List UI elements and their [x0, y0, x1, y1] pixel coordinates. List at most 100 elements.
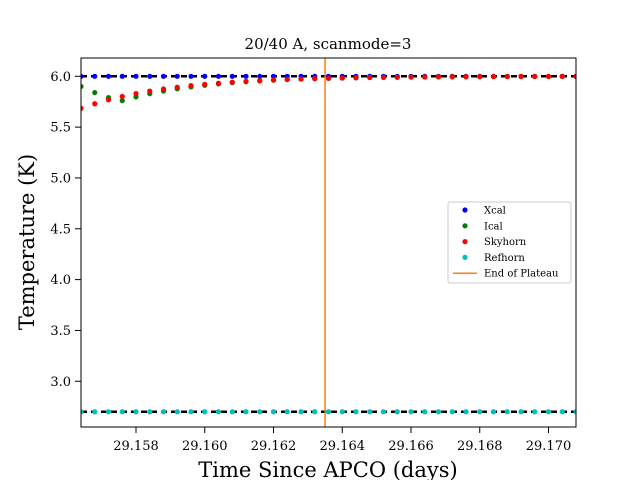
legend-label: Refhorn [484, 253, 525, 264]
data-point [81, 83, 84, 90]
data-point [257, 78, 263, 84]
data-point [298, 76, 304, 82]
data-point [435, 409, 442, 415]
data-point [119, 93, 125, 100]
data-point [573, 409, 576, 415]
legend-marker [462, 254, 468, 260]
data-point [105, 97, 112, 103]
data-point [463, 74, 469, 80]
data-point [339, 75, 345, 81]
data-point [92, 409, 98, 415]
data-point [133, 73, 139, 79]
data-point [477, 74, 483, 80]
data-point [312, 409, 318, 415]
legend-item-refhorn: Refhorn [462, 253, 525, 264]
legend-box [447, 201, 572, 284]
y-tick-label: 5.0 [50, 171, 71, 186]
y-axis-label: Temperature (K) [15, 154, 39, 330]
x-tick-label: 29.160 [182, 439, 228, 454]
data-point [449, 409, 455, 415]
data-point [284, 76, 290, 83]
y-tick-label: 5.5 [50, 121, 71, 136]
plot-marks [81, 58, 576, 427]
data-point [422, 74, 428, 80]
chart-title: 20/40 A, scanmode=3 [245, 35, 412, 53]
data-point [147, 409, 153, 415]
data-point [147, 73, 153, 79]
data-point [257, 409, 263, 415]
data-point [229, 73, 235, 79]
x-tick-label: 29.168 [457, 439, 503, 454]
data-point [147, 88, 153, 94]
data-point [408, 409, 414, 415]
data-point [463, 409, 469, 415]
y-tick-label: 4.5 [50, 222, 71, 237]
data-point [353, 75, 359, 81]
data-point [81, 105, 84, 111]
data-point [229, 79, 235, 85]
x-tick-label: 29.164 [320, 439, 366, 454]
data-point [449, 74, 455, 80]
data-point [270, 77, 277, 83]
data-point [188, 73, 194, 79]
data-point [298, 409, 304, 415]
data-point [243, 78, 249, 84]
data-point [229, 409, 235, 415]
data-point [394, 74, 400, 80]
data-point [559, 73, 565, 80]
data-point [270, 409, 277, 415]
data-point [380, 409, 387, 415]
data-point [573, 73, 576, 80]
data-point [408, 74, 414, 80]
plot-area: 29.158 29.160 29.162 29.164 29.166 29.168 29.1… [50, 57, 577, 454]
data-point [545, 73, 552, 80]
y-tick-label: 6.0 [50, 70, 71, 85]
y-tick-label: 3.5 [50, 324, 71, 339]
data-point [119, 409, 125, 415]
series-refhorn [81, 409, 576, 415]
data-point [518, 73, 524, 80]
data-point [92, 101, 98, 107]
data-point [215, 73, 222, 79]
data-point [119, 73, 125, 79]
data-point [477, 409, 483, 415]
y-tick-label: 4.0 [50, 273, 71, 288]
data-point [188, 83, 194, 89]
x-tick-label: 29.162 [251, 439, 297, 454]
data-point [518, 409, 524, 415]
data-point [243, 73, 249, 79]
legend-label: Skyhorn [484, 237, 527, 248]
data-point [367, 74, 373, 81]
data-point [325, 75, 332, 81]
data-point [284, 409, 290, 415]
data-point [160, 409, 167, 415]
x-axis-label: Time Since APCO (days) [198, 458, 457, 480]
data-point [105, 73, 112, 79]
data-point [490, 74, 497, 80]
data-point [504, 409, 510, 415]
data-point [545, 409, 552, 415]
legend-item-ical: Ical [462, 221, 503, 232]
data-point [270, 73, 277, 79]
data-point [92, 73, 98, 79]
data-point [353, 409, 359, 415]
data-point [394, 409, 400, 415]
x-tick-label: 29.170 [526, 439, 572, 454]
legend-marker [462, 239, 468, 245]
axes-frame [80, 57, 577, 428]
data-point [81, 73, 84, 79]
data-point [174, 409, 180, 415]
data-point [532, 73, 538, 80]
data-point [380, 74, 387, 80]
data-point [422, 409, 428, 415]
data-point [435, 74, 442, 80]
data-point [257, 73, 263, 79]
data-point [174, 84, 180, 90]
y-tick-label: 3.0 [50, 375, 71, 390]
data-point [367, 409, 373, 415]
data-point [188, 409, 194, 415]
legend-marker [462, 207, 468, 213]
data-point [215, 409, 222, 415]
legend-item-skyhorn: Skyhorn [462, 237, 527, 248]
